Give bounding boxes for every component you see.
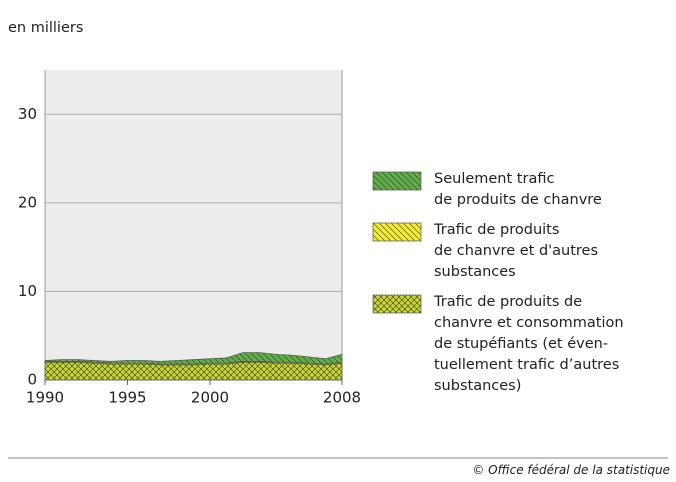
legend-label: Trafic de produits de chanvre et d'autre… bbox=[434, 222, 599, 280]
y-tick-label: 20 bbox=[18, 193, 37, 211]
x-tick-label: 1990 bbox=[26, 389, 64, 407]
y-tick-label: 0 bbox=[27, 371, 37, 389]
y-axis-label: en milliers bbox=[8, 20, 84, 36]
area bbox=[44, 352, 343, 365]
legend-swatch bbox=[372, 222, 422, 242]
legend-swatch bbox=[372, 294, 422, 314]
x-tick-label: 2008 bbox=[323, 389, 361, 407]
source: © Office fédéral de la statistique bbox=[472, 463, 670, 477]
x-tick-label: 1995 bbox=[108, 389, 146, 407]
x-tick-label: 2000 bbox=[191, 389, 229, 407]
legend-label: Seulement trafic de produits de chanvre bbox=[434, 171, 602, 208]
y-tick-label: 10 bbox=[18, 282, 37, 300]
legend-swatch bbox=[372, 171, 422, 191]
y-tick-label: 30 bbox=[18, 105, 37, 123]
legend-label: Trafic de produits de chanvre et consomm… bbox=[434, 294, 624, 394]
plot-background bbox=[45, 70, 342, 380]
